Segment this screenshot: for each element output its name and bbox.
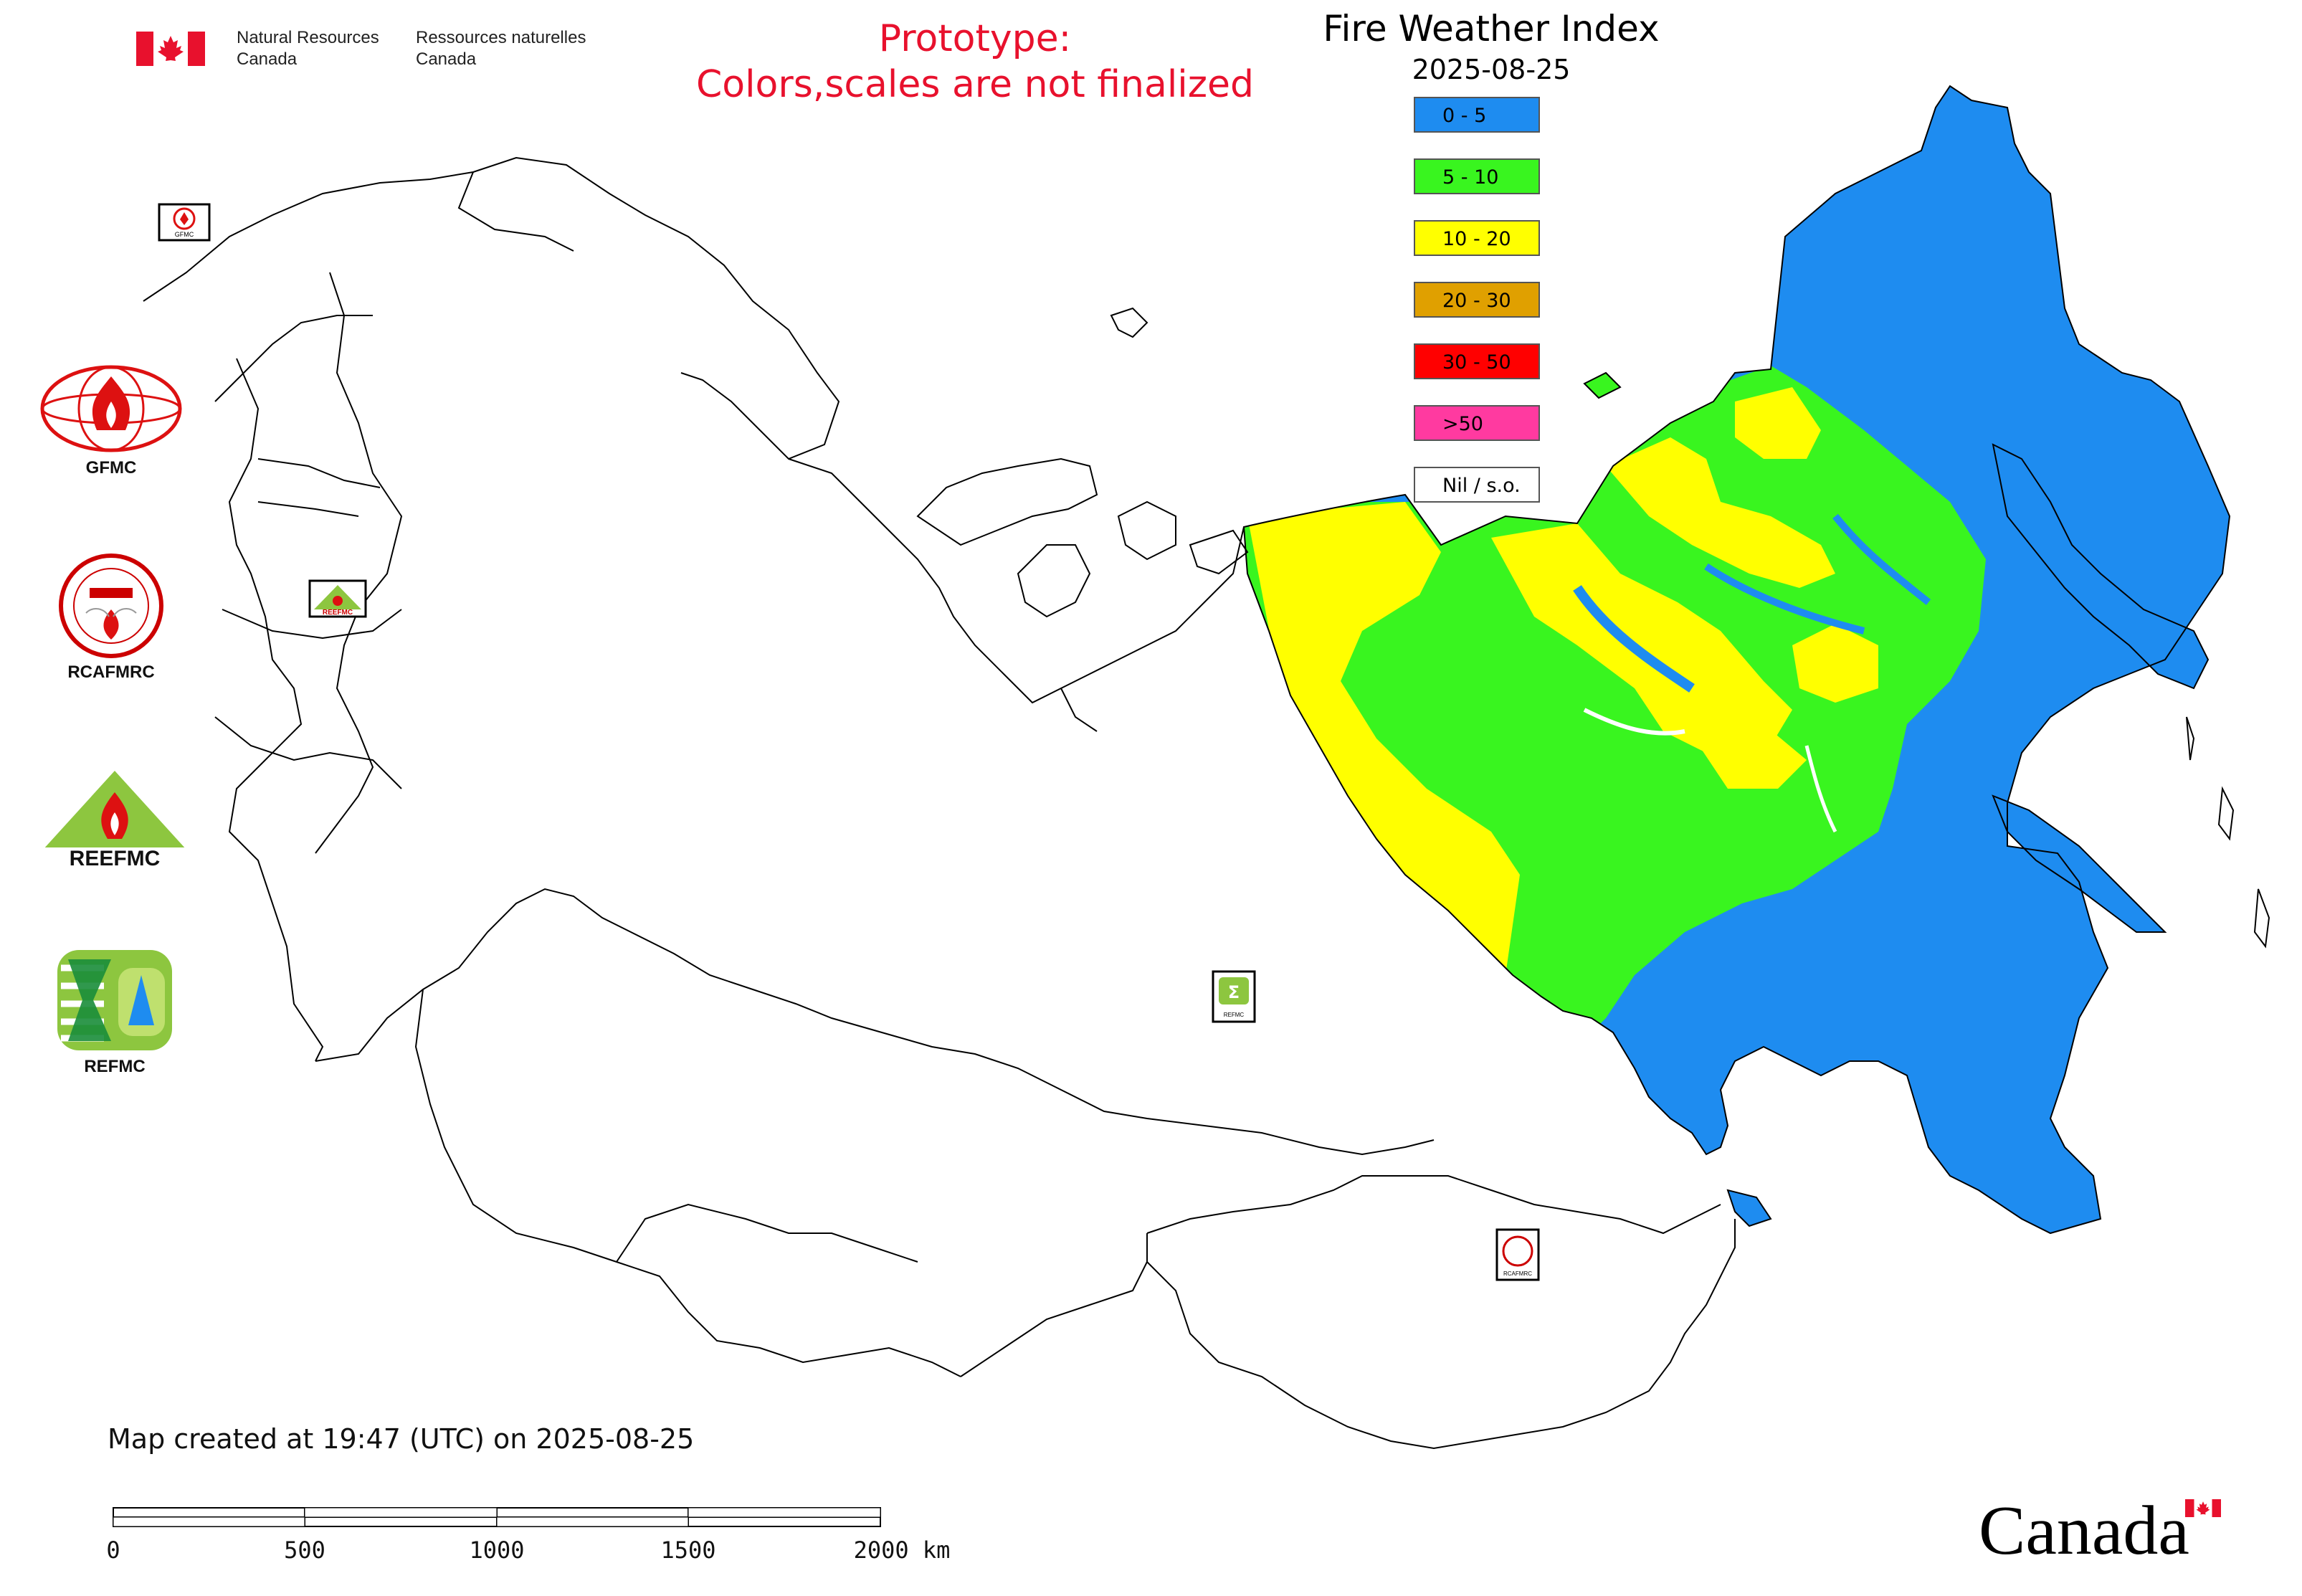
nrcan-signature: Natural Resources Canada Ressources natu…	[136, 27, 638, 77]
prototype-notice: Prototype: Colors,scales are not finaliz…	[645, 16, 1305, 108]
legend-item-20-30: 20 - 30	[1414, 282, 1540, 318]
kamchatka	[1992, 443, 2210, 690]
legend-item-30-50: 30 - 50	[1414, 343, 1540, 379]
prototype-line1: Prototype:	[878, 17, 1072, 60]
sakhalin	[1992, 794, 2167, 933]
scale-bar: 0 500 1000 1500 2000 km	[106, 1495, 968, 1581]
map-logo-reefmc: REEFMC	[308, 579, 367, 618]
agency-en-line2: Canada	[237, 49, 298, 69]
gfmc-globe-flame-icon	[40, 365, 182, 452]
wrangel-island	[1583, 371, 1622, 399]
canada-wordmark-text: Canada	[1979, 1492, 2189, 1569]
scale-tick-1500: 1500	[660, 1536, 716, 1564]
rcafmrc-logo: RCAFMRC	[50, 552, 172, 683]
map-logo-refmc: Σ REFMC	[1212, 970, 1256, 1023]
reefmc-wordmark: REEFMC	[70, 847, 161, 870]
svg-text:Σ: Σ	[1228, 982, 1240, 1002]
rcafmrc-label: RCAFMRC	[67, 662, 155, 682]
gfmc-label: GFMC	[85, 458, 137, 478]
reefmc-logo: REEFMC	[36, 764, 194, 874]
scale-tick-2000: 2000 km	[853, 1536, 951, 1564]
scale-tick-1000: 1000	[469, 1536, 525, 1564]
agency-name-fr: Ressources naturelles Canada	[416, 27, 586, 70]
map-title: Fire Weather Index	[1323, 8, 1660, 49]
gfmc-logo: GFMC	[39, 362, 183, 478]
canada-wordmark: Canada	[1979, 1495, 2230, 1567]
prototype-line2: Colors,scales are not finalized	[695, 63, 1255, 106]
reefmc-triangle-icon: REEFMC	[39, 771, 190, 870]
scale-tick-500: 500	[284, 1536, 325, 1564]
legend-item-nil: Nil / s.o.	[1414, 467, 1540, 503]
map-created-text: Map created at 19:47 (UTC) on 2025-08-25	[108, 1423, 695, 1455]
svg-text:GFMC: GFMC	[175, 231, 194, 238]
title-block: Fire Weather Index 2025-08-25	[1262, 4, 1721, 85]
legend-item-0-5: 0 - 5	[1414, 97, 1540, 133]
agency-name-en: Natural Resources Canada	[237, 27, 379, 70]
canada-wordmark-flag-icon	[2185, 1499, 2221, 1517]
fwi-raster	[1244, 86, 2230, 1233]
legend-item-10-20: 10 - 20	[1414, 220, 1540, 256]
svg-text:REFMC: REFMC	[1224, 1012, 1245, 1018]
legend-item-5-10: 5 - 10	[1414, 158, 1540, 194]
scale-tick-0: 0	[106, 1536, 120, 1564]
svg-text:RCAFMRC: RCAFMRC	[1503, 1270, 1532, 1277]
legend-item-50-plus: >50	[1414, 405, 1540, 441]
refmc-logo: REFMC	[54, 946, 176, 1077]
map-logo-rcafmrc: RCAFMRC	[1495, 1228, 1540, 1281]
map-logo-gfmc: GFMC	[158, 203, 211, 242]
agency-en-line1: Natural Resources	[237, 28, 379, 47]
canada-flag-icon	[136, 32, 205, 66]
hokkaido-island	[1726, 1189, 1772, 1227]
agency-fr-line1: Ressources naturelles	[416, 28, 586, 47]
refmc-label: REFMC	[84, 1057, 146, 1076]
rcafmrc-seal-icon	[59, 554, 163, 658]
agency-fr-line2: Canada	[416, 49, 477, 69]
boundaries	[143, 85, 2270, 1450]
svg-text:REEFMC: REEFMC	[323, 609, 353, 617]
map-date: 2025-08-25	[1412, 54, 1571, 85]
refmc-sigma-icon	[57, 950, 172, 1050]
